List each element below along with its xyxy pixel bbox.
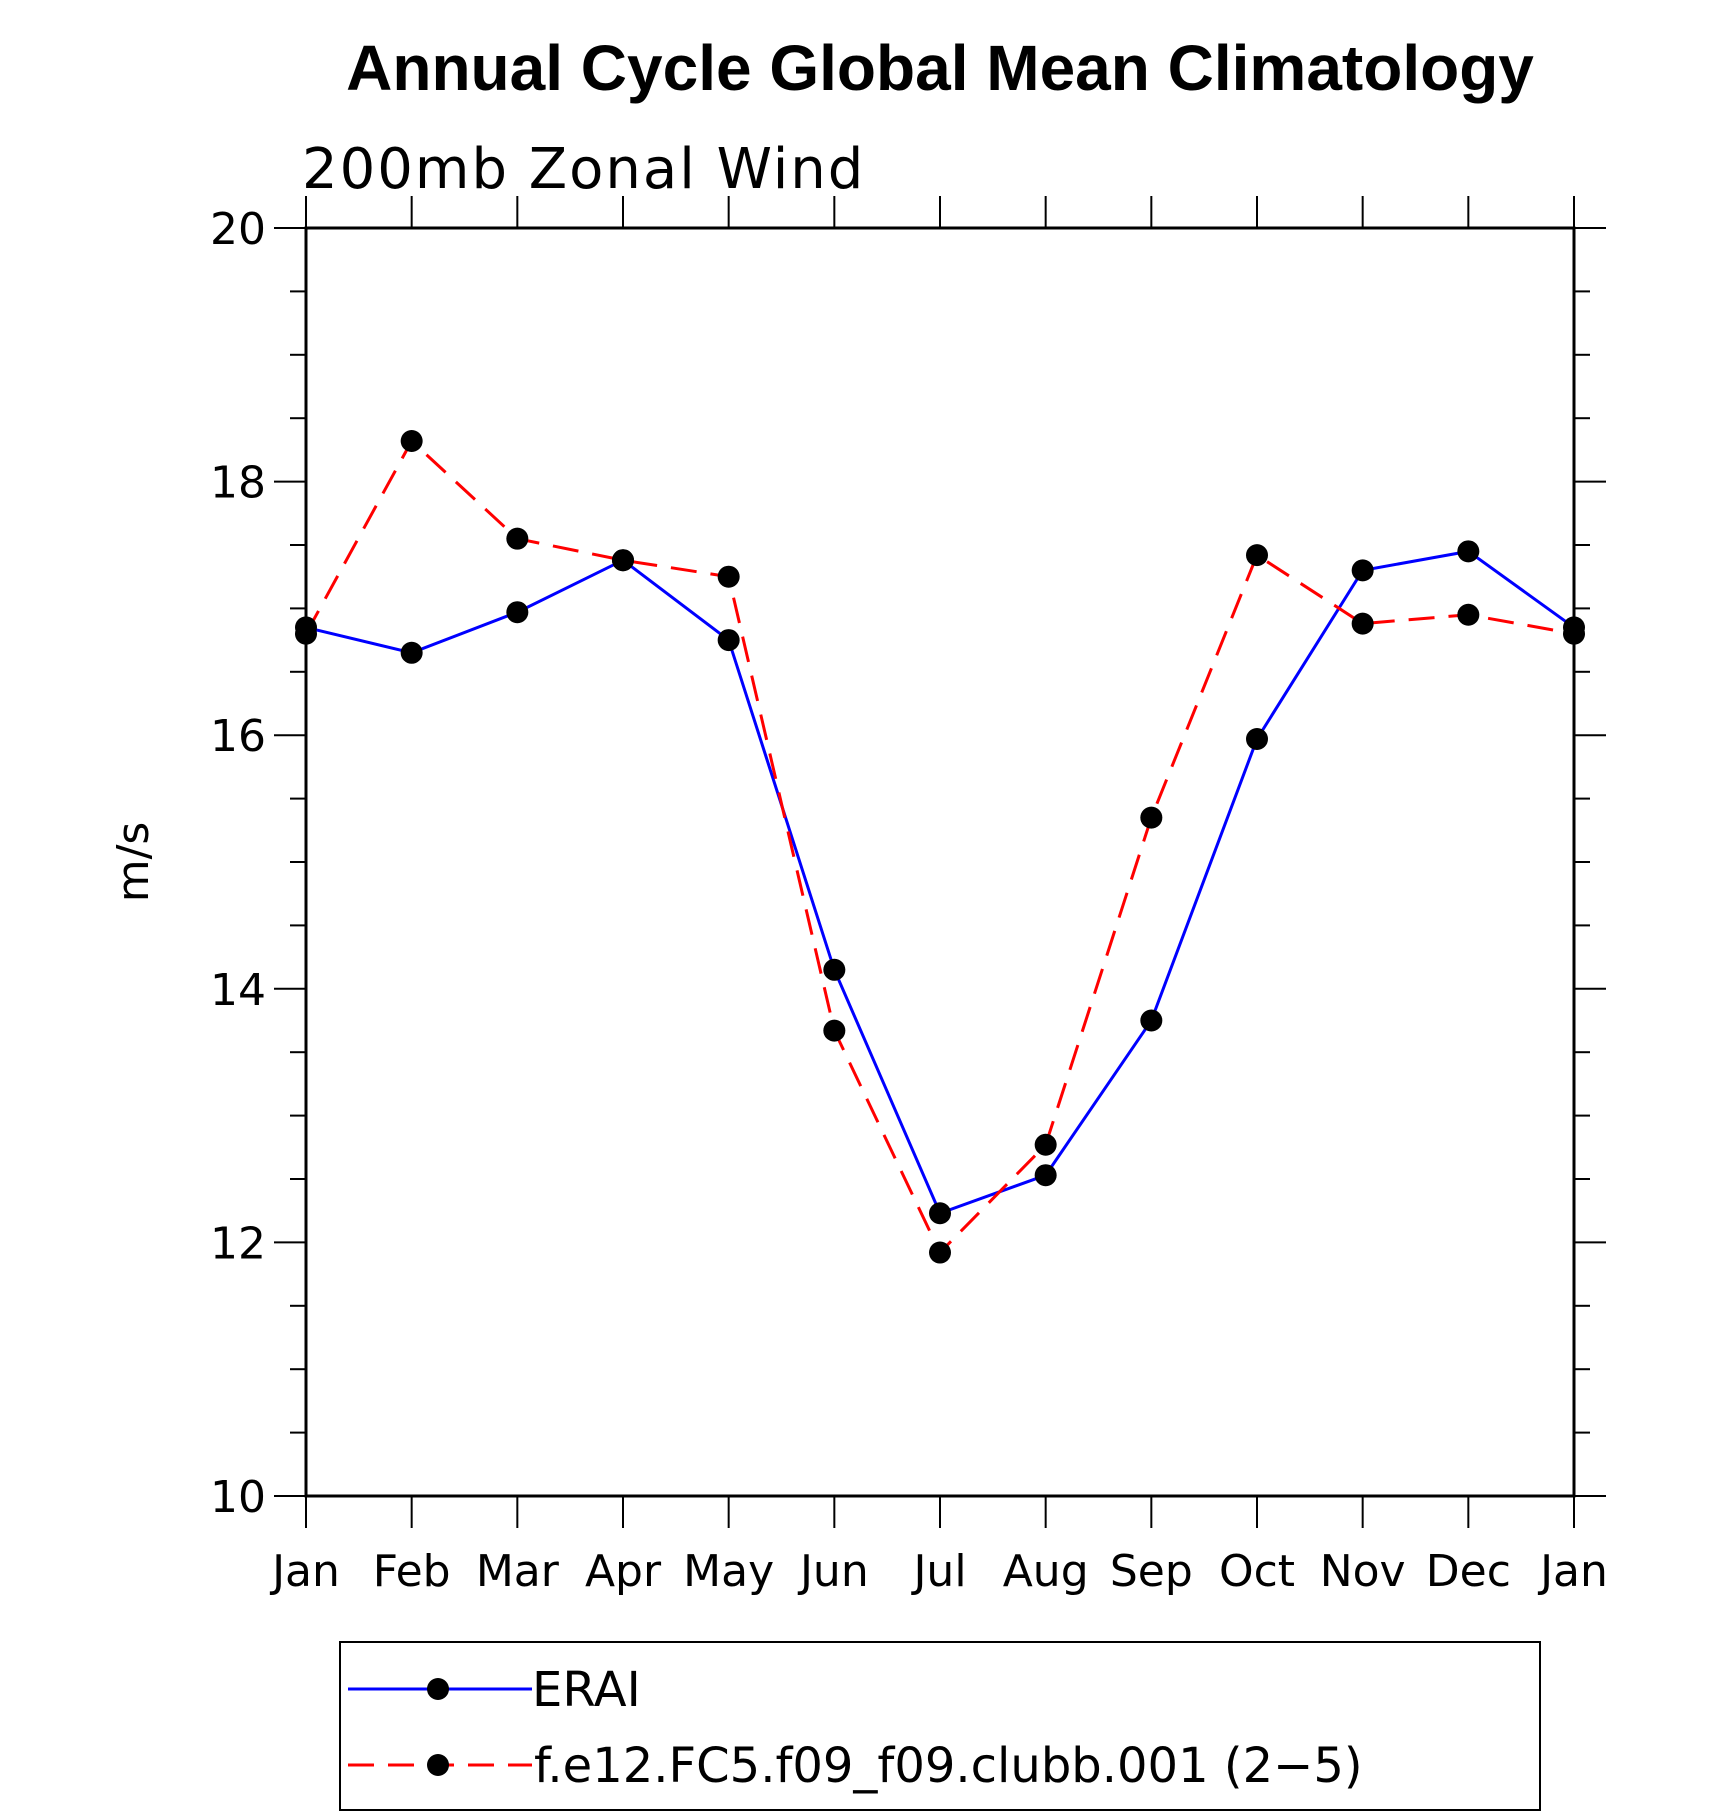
data-point-series-1 [823,1019,846,1042]
data-point-series-1 [1034,1133,1057,1156]
x-tick-label: Mar [476,1546,560,1597]
x-tick-label: May [683,1546,774,1597]
data-point-series-0 [1351,559,1374,582]
axis-ticks [274,196,1606,1528]
data-point-series-1 [1351,612,1374,635]
data-point-series-1 [295,622,317,645]
x-tick-labels: Jan Feb Mar Apr May Jun Jul Aug Sep Oct Nov Dec Jan [269,1546,1608,1597]
y-tick-label: 12 [210,1218,266,1269]
legend-marker-model [427,1754,449,1776]
legend: ERAI f.e12.FC5.f09_f09.clubb.001 (2−5) [339,1641,1541,1811]
chart-subtitle: 200mb Zonal Wind [302,137,865,202]
legend-box [339,1641,1541,1811]
y-tick-label: 14 [210,965,266,1016]
data-point-series-1 [929,1241,951,1264]
x-tick-label: Nov [1320,1546,1406,1597]
data-point-series-0 [823,958,846,981]
data-point-series-0 [717,629,740,652]
data-point-series-1 [400,430,423,453]
data-point-series-0 [1457,540,1480,563]
legend-label-model: f.e12.FC5.f09_f09.clubb.001 (2−5) [534,1738,1363,1794]
x-tick-label: Aug [1003,1546,1089,1597]
data-point-series-1 [1246,544,1268,567]
x-tick-label: Jan [1537,1546,1608,1597]
y-tick-label: 16 [210,711,266,762]
y-tick-labels: 10 12 14 16 18 20 [210,204,266,1523]
data-point-series-0 [1246,728,1268,751]
data-point-series-0 [1140,1009,1163,1032]
y-tick-label: 18 [210,458,266,509]
y-axis-label: m/s [108,822,159,903]
legend-label-erai: ERAI [532,1662,641,1718]
x-tick-label: Apr [585,1546,662,1597]
x-tick-label: Sep [1110,1546,1193,1597]
series-line-0 [305,549,1575,1216]
data-point-series-0 [1034,1164,1057,1187]
x-tick-label: Feb [373,1546,451,1597]
data-point-series-1 [612,549,634,572]
data-point-series-1 [717,565,740,588]
x-tick-label: Dec [1426,1546,1511,1597]
data-point-series-1 [1140,806,1163,829]
x-tick-label: Jul [910,1546,966,1597]
x-tick-label: Jun [797,1546,869,1597]
data-point-series-0 [929,1202,951,1225]
data-point-series-1 [506,527,529,550]
data-point-series-0 [400,641,423,664]
legend-marker-erai [427,1678,449,1700]
x-tick-label: Jan [269,1546,340,1597]
x-tick-label: Oct [1219,1546,1295,1597]
data-point-series-1 [1563,622,1585,645]
y-tick-label: 10 [210,1472,266,1523]
chart-title: Annual Cycle Global Mean Climatology [346,32,1534,104]
series-layer [295,430,1585,1264]
data-point-series-0 [506,601,529,624]
y-tick-label: 20 [210,204,266,255]
plot-frame [304,226,1576,1498]
data-point-series-1 [1457,603,1480,626]
series-line-1 [304,438,1575,1256]
